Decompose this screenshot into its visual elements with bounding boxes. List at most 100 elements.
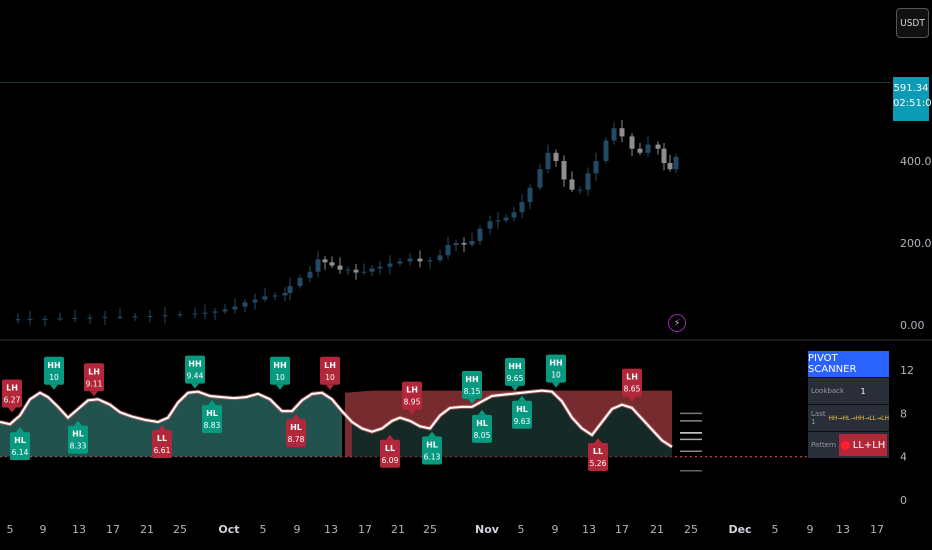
x-axis-tick: 21 [650, 523, 664, 536]
pivot-label: HL 9.63 [512, 395, 532, 429]
pivot-box [505, 357, 525, 386]
pivot-type: HH [273, 361, 286, 370]
scanner-key: Last 1 [811, 410, 826, 426]
candle-body [15, 319, 21, 321]
pivot-pointer [16, 427, 24, 433]
pivot-box [546, 354, 566, 383]
candle-body [262, 296, 268, 300]
x-axis-tick: 9 [294, 523, 301, 536]
candle-body [637, 148, 643, 153]
candle-body [611, 128, 617, 141]
pivot-box [185, 355, 205, 384]
pivot-box [68, 425, 88, 454]
candle-body [147, 315, 153, 317]
pivot-type: LH [324, 361, 336, 370]
pivot-value: 10 [49, 373, 59, 382]
pivot-label: LL 5.26 [588, 438, 608, 471]
pivot-pointer [518, 395, 526, 401]
candle-body [427, 260, 433, 262]
candle-body [477, 228, 483, 241]
pivot-label: HH 9.65 [505, 357, 525, 391]
pivot-type: HL [426, 441, 438, 450]
pivot-label: HH 10 [270, 356, 290, 390]
candle-body [132, 316, 138, 318]
candle-body [297, 277, 303, 287]
candle-body [545, 152, 551, 170]
candle-body [345, 269, 351, 271]
candle-body [72, 318, 78, 320]
x-axis-tick: 17 [106, 523, 120, 536]
candle-body [42, 318, 48, 320]
pivot-pointer [8, 407, 16, 413]
pivot-pointer [90, 391, 98, 397]
pivot-type: LH [88, 367, 100, 376]
pivot-box [152, 430, 172, 458]
pivot-value: 9.11 [86, 379, 103, 388]
pivot-value: 6.61 [154, 446, 171, 455]
candle-body [177, 314, 183, 316]
pivot-value: 8.33 [70, 442, 87, 451]
pivot-pointer [158, 425, 166, 430]
candle-body [461, 243, 467, 245]
bar-countdown: 02:51:06 [893, 98, 932, 109]
pivot-box [2, 379, 22, 408]
pivot-type: HH [508, 362, 521, 371]
candle-body [417, 258, 423, 262]
candle-body [57, 318, 63, 320]
pivot-value: 10 [275, 373, 285, 382]
scanner-value: LL+LH [852, 439, 886, 451]
pivot-label: HH 10 [546, 354, 566, 388]
lightning-icon[interactable]: ⚡ [668, 314, 686, 332]
x-axis-tick: Dec [728, 523, 751, 536]
pivot-box [380, 439, 400, 468]
pivot-pointer [386, 434, 394, 440]
pivot-label: LH 10 [320, 356, 340, 390]
currency-button[interactable]: USDT [896, 8, 929, 38]
pivot-box [472, 414, 492, 443]
pivot-label: HL 8.33 [68, 420, 88, 454]
candle-body [252, 299, 258, 303]
pivot-value: 8.65 [624, 385, 641, 394]
x-axis-tick: 25 [423, 523, 437, 536]
x-axis-tick: 13 [72, 523, 86, 536]
pivot-value: 8.15 [464, 387, 481, 396]
x-axis-tick: 13 [324, 523, 338, 536]
pivot-pointer [326, 384, 334, 390]
candle-body [469, 240, 475, 245]
candle-body [282, 293, 288, 296]
pivot-pointer [292, 414, 300, 420]
candle-body [673, 156, 679, 170]
candle-body [337, 265, 343, 270]
x-axis-tick: 5 [518, 523, 525, 536]
oscillator-pane: 0 4 8 12 LH 6.27 HL 6.14 HH 10 HL 8.33 LH 9.11 LL 6.61 H… [0, 354, 914, 507]
pivot-box [512, 400, 532, 429]
candle-body [585, 173, 591, 190]
pivot-type: HH [47, 361, 60, 370]
candle-body [387, 263, 393, 267]
pivot-pointer [428, 431, 436, 437]
scanner-pattern: LL+LH [839, 434, 887, 456]
candle-body [655, 144, 661, 149]
candle-body [377, 266, 383, 269]
candle-body [202, 312, 208, 314]
scanner-key: Lookback [811, 387, 845, 395]
candle-body [307, 271, 313, 278]
candle-body [212, 311, 218, 313]
candle-body [495, 220, 501, 222]
pivot-label: LH 6.27 [2, 379, 22, 413]
pivot-label: LH 8.65 [622, 368, 642, 402]
pivot-type: LH [626, 373, 638, 382]
pivot-value: 8.83 [204, 421, 221, 430]
pivot-pointer [408, 409, 416, 415]
candle-body [503, 217, 509, 221]
pivot-type: LL [593, 447, 603, 456]
x-axis-tick: 13 [582, 523, 596, 536]
pivot-type: LH [6, 384, 18, 393]
pivot-value: 6.09 [382, 456, 399, 465]
pivot-box [588, 443, 608, 471]
candle-body [272, 295, 278, 297]
scanner-row-pattern: Pattern LL+LH [808, 431, 889, 458]
candle-body [527, 187, 533, 202]
pivot-value: 6.27 [4, 396, 21, 405]
